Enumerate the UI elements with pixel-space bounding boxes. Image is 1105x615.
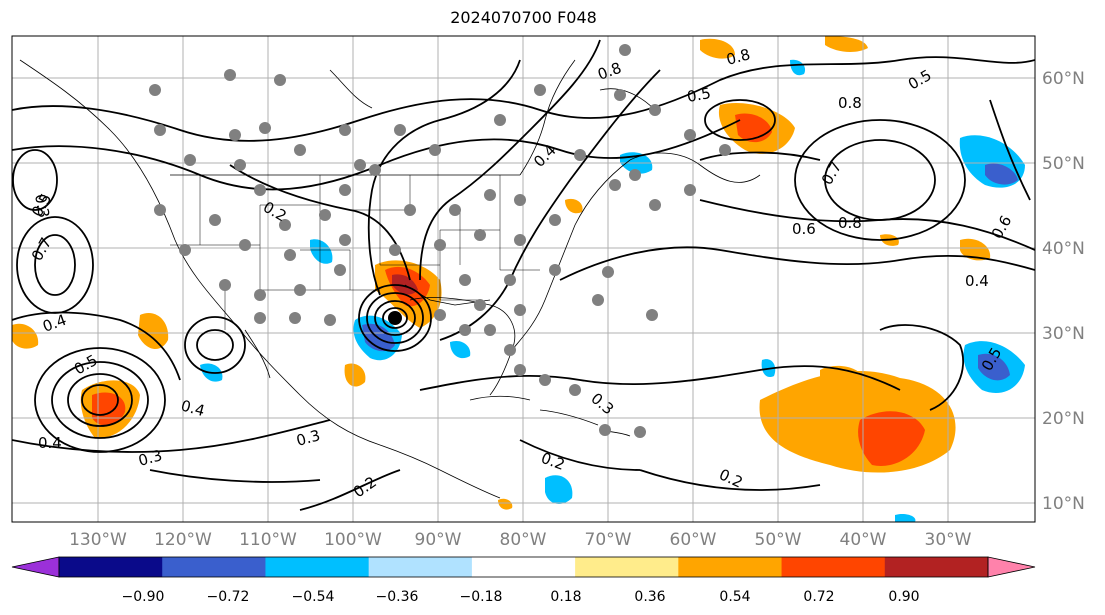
positive-anomaly-shading (12, 36, 991, 510)
colorbar-tick-label: 0.36 (634, 589, 665, 605)
lon-label: 50°W (755, 530, 802, 550)
lon-label: 120°W (154, 530, 212, 550)
lat-label: 20°N (1042, 409, 1085, 429)
colorbar (11, 556, 1036, 578)
contour-lines (12, 39, 1035, 511)
lon-label: 80°W (500, 530, 547, 550)
negative-anomaly-shading (200, 59, 1025, 522)
contour-label: 0.3 (31, 193, 53, 220)
colorbar-segment (575, 557, 679, 577)
contour-label: 0.6 (792, 220, 816, 238)
lon-label: 90°W (415, 530, 462, 550)
colorbar-tick-label: 0.18 (550, 589, 581, 605)
lat-label: 40°N (1042, 239, 1085, 259)
colorbar-segment (781, 557, 886, 577)
lon-label: 130°W (69, 530, 127, 550)
colorbar-segment (884, 557, 989, 577)
colorbar-segment (678, 557, 783, 577)
colorbar-extend-max (987, 556, 1036, 578)
lon-label: 110°W (239, 530, 297, 550)
colorbar-outline (58, 556, 989, 578)
contour-label: 0.8 (724, 45, 752, 69)
lon-label: 30°W (925, 530, 972, 550)
colorbar-segment (162, 557, 266, 577)
map-title: 2024070700 F048 (450, 8, 597, 27)
longitude-labels: 130°W 120°W 110°W 100°W 90°W 80°W 70°W 6… (69, 530, 972, 550)
colorbar-tick-label: 0.90 (888, 589, 919, 605)
colorbar-tick-label: −0.72 (207, 589, 250, 605)
colorbar-tick-label: −0.54 (292, 589, 335, 605)
lat-label: 30°N (1042, 324, 1085, 344)
colorbar-tick-label: −0.36 (376, 589, 419, 605)
colorbar-segment (265, 557, 370, 577)
contour-label: 0.3 (294, 426, 322, 450)
colorbar-tick-label: −0.90 (122, 589, 165, 605)
colorbar-extend-min (11, 556, 60, 578)
contour-label: 0.5 (686, 84, 713, 106)
lon-label: 60°W (670, 530, 717, 550)
contour-label: 0.3 (136, 446, 164, 470)
colorbar-segment (471, 557, 576, 577)
contour-label: 0.4 (38, 434, 62, 452)
lat-label: 50°N (1042, 154, 1085, 174)
colorbar-segment (368, 557, 473, 577)
colorbar-tick-label: 0.72 (803, 589, 834, 605)
map-frame (11, 35, 1036, 523)
colorbar-tick-label: 0.54 (719, 589, 750, 605)
lon-label: 100°W (324, 530, 382, 550)
contour-label: 0.4 (965, 272, 989, 290)
lon-label: 40°W (840, 530, 887, 550)
colorbar-tick-labels: −0.90 −0.72 −0.54 −0.36 −0.18 0.18 0.36 … (122, 589, 920, 605)
lon-label: 70°W (585, 530, 632, 550)
colorbar-tick-label: −0.18 (460, 589, 503, 605)
storm-center-marker (388, 311, 402, 325)
latitude-labels: 60°N 50°N 40°N 30°N 20°N 10°N (1042, 69, 1085, 514)
graticule (12, 36, 1035, 522)
contour-label: 0.8 (838, 94, 862, 112)
contour-label: 0.4 (179, 396, 207, 420)
contour-label: 0.8 (838, 214, 862, 232)
lat-label: 60°N (1042, 69, 1085, 89)
lat-label: 10°N (1042, 494, 1085, 514)
station-markers (149, 44, 731, 438)
colorbar-segment (59, 557, 163, 577)
